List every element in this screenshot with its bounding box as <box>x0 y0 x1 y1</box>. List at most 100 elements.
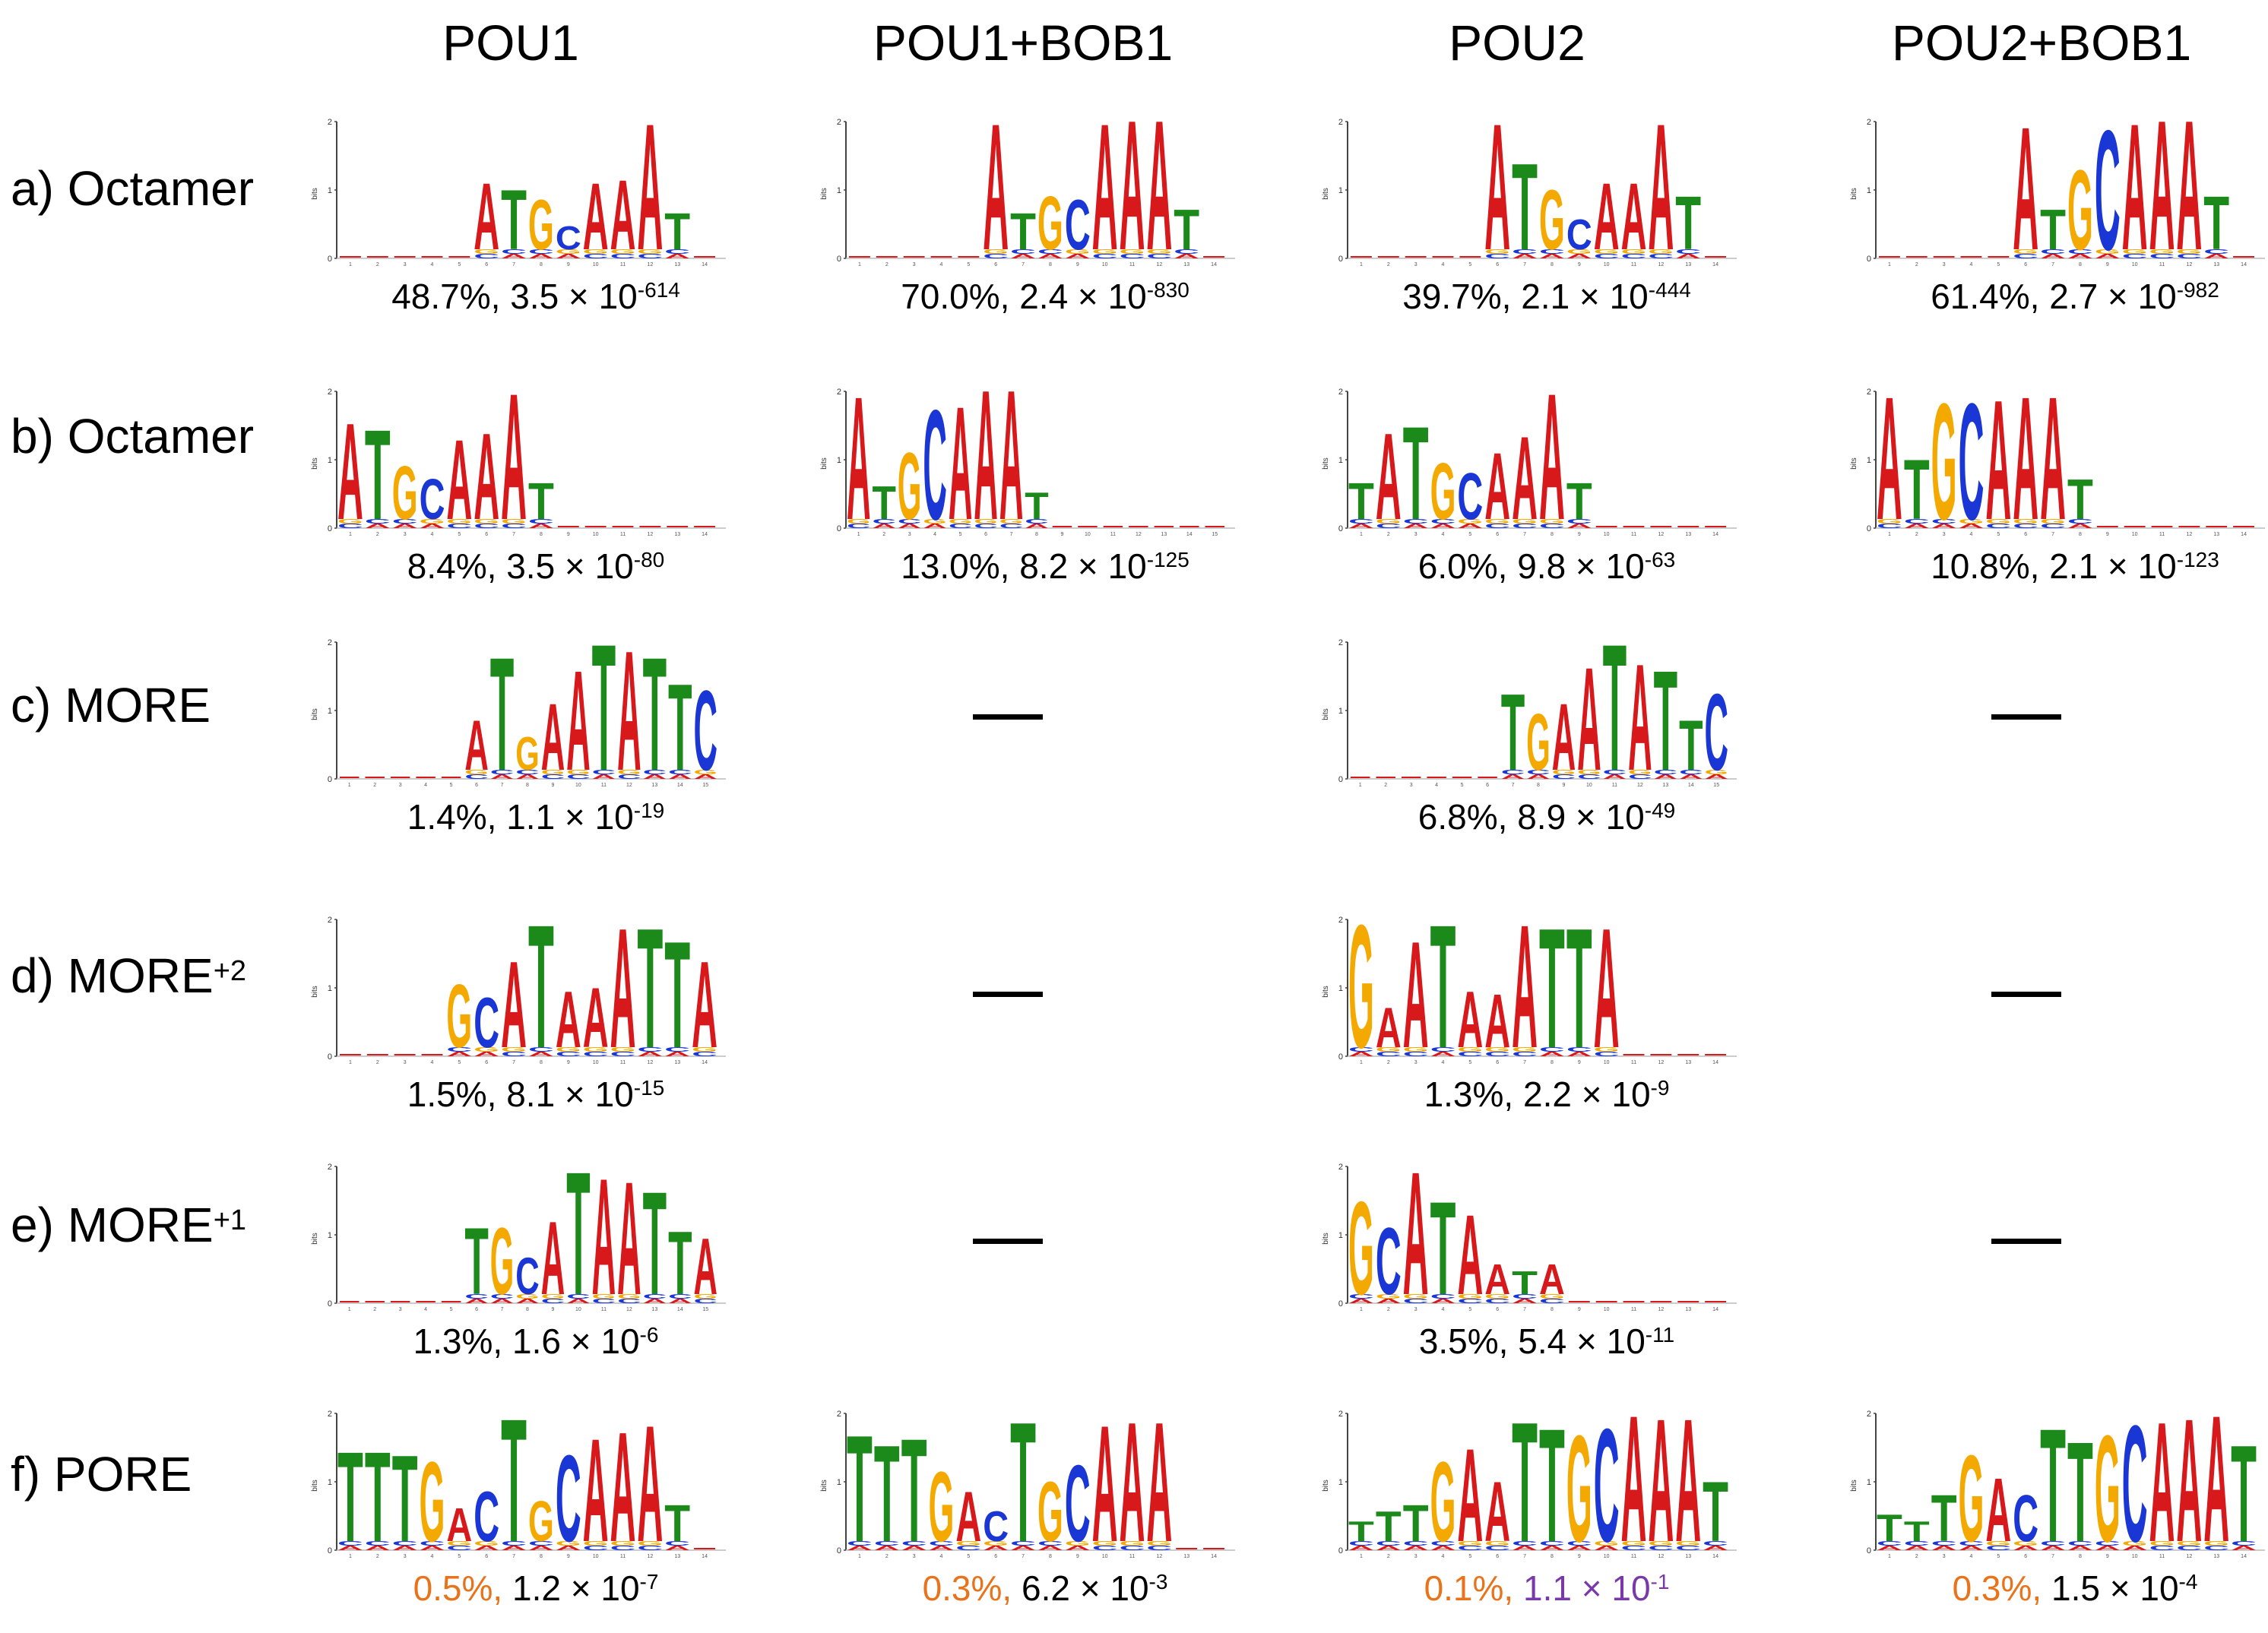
position-tick-label: 7 <box>512 262 515 266</box>
logo-letter-C: C <box>694 668 717 786</box>
logo-letter-minor: C <box>1430 1293 1456 1300</box>
logo-background-residue <box>1205 526 1224 527</box>
logo-letter-minor: G <box>1376 1046 1402 1053</box>
logo-letter-minor: C <box>1403 1298 1429 1305</box>
logo-letter-minor: A <box>874 1545 900 1552</box>
logo-letter-minor: C <box>2095 1540 2121 1547</box>
logo-letter-minor: G <box>1403 1046 1429 1053</box>
position-tick-label: 4 <box>933 532 936 536</box>
position-tick-label: 6 <box>485 532 488 536</box>
logo-letter-T: T <box>2231 1417 2257 1558</box>
logo-letter-minor: C <box>1403 1051 1429 1058</box>
motif-stats: 48.7%, 3.5 × 10-614 <box>277 275 794 318</box>
logo-letter-minor: C <box>501 523 527 530</box>
position-tick-label: 4 <box>1970 532 1973 536</box>
position-tick-label: 6 <box>1496 1060 1499 1064</box>
position-tick-label: 7 <box>1523 1307 1526 1311</box>
logo-letter-A: A <box>501 376 527 536</box>
logo-background-residue <box>1176 1548 1198 1549</box>
absent-motif-dash <box>973 1239 1043 1244</box>
logo-background-residue <box>421 1054 443 1055</box>
logo-letter-minor: C <box>583 253 609 260</box>
logo-letter-minor: C <box>692 1051 717 1058</box>
y-tick-label: 0 <box>1338 524 1343 533</box>
logo-background-residue <box>1180 526 1199 527</box>
motif-pvalue: 3.5 × 10-614 <box>510 277 680 316</box>
logo-letter-minor: A <box>1566 1545 1592 1552</box>
y-tick-label: 1 <box>1338 707 1343 716</box>
logo-background-residue <box>366 256 388 258</box>
position-tick-label: 5 <box>458 262 461 266</box>
logo-letter-minor: G <box>420 518 445 525</box>
logo-letter-minor: A <box>1904 1545 1930 1552</box>
logo-letter-T: T <box>847 1404 873 1558</box>
logo-background-residue <box>1103 526 1123 527</box>
logo-letter-minor: C <box>872 518 895 525</box>
logo-letter-minor: A <box>1430 1298 1456 1305</box>
position-tick-label: 10 <box>1102 262 1108 266</box>
position-tick-label: 2 <box>1915 262 1918 266</box>
logo-letter-minor: G <box>1403 1293 1429 1300</box>
position-tick-label: 11 <box>1631 1307 1636 1311</box>
logo-letter-minor: C <box>664 1540 690 1547</box>
position-tick-label: 4 <box>431 262 434 266</box>
logo-letter-minor: C <box>1025 518 1048 525</box>
logo-letter-A: A <box>1403 910 1429 1064</box>
position-tick-label: 8 <box>540 1554 543 1558</box>
logo-letter-minor: C <box>955 1545 981 1552</box>
logo-letter-minor: C <box>1484 1545 1510 1552</box>
motif-stats: 13.0%, 8.2 × 10-125 <box>787 545 1303 587</box>
logo-letter-minor: C <box>1092 253 1118 260</box>
logo-letter-minor: C <box>1430 1540 1456 1547</box>
position-tick-label: 9 <box>1076 262 1079 266</box>
position-tick-label: 7 <box>501 783 504 786</box>
logo-letter-minor: A <box>1025 523 1048 530</box>
logo-letter-minor: A <box>515 774 539 780</box>
logo-letter-T: T <box>392 1429 418 1558</box>
logo-letter-G: G <box>1430 446 1456 536</box>
logo-letter-A: A <box>474 407 499 536</box>
position-tick-label: 2 <box>1387 1307 1390 1311</box>
position-tick-label: 9 <box>1578 1060 1581 1064</box>
position-tick-label: 9 <box>552 783 555 786</box>
position-tick-label: 8 <box>540 1060 543 1064</box>
logo-letter-minor: A <box>1403 1545 1429 1552</box>
y-axis-label: bits <box>311 708 319 720</box>
logo-letter-minor: C <box>464 774 488 780</box>
position-tick-label: 14 <box>677 1307 683 1311</box>
y-tick-label: 0 <box>1338 1546 1343 1555</box>
motif-percentage: 61.4%, <box>1931 277 2050 316</box>
logo-background-residue <box>849 256 870 258</box>
logo-letter-minor: C <box>1603 769 1627 776</box>
position-tick-label: 2 <box>1387 532 1390 536</box>
position-tick-label: 8 <box>1551 1060 1554 1064</box>
logo-letter-minor: C <box>610 253 636 260</box>
position-tick-label: 7 <box>512 1554 515 1558</box>
logo-letter-A: A <box>583 163 609 266</box>
logo-letter-minor: C <box>664 1046 690 1053</box>
logo-letter-G: G <box>2095 1404 2121 1558</box>
position-tick-label: 7 <box>1022 262 1025 266</box>
y-tick-label: 1 <box>1338 984 1343 993</box>
logo-letter-minor: G <box>923 518 946 525</box>
logo-letter-minor: C <box>847 523 870 530</box>
position-tick-label: 13 <box>651 1307 657 1311</box>
position-tick-label: 4 <box>1435 783 1438 786</box>
position-tick-label: 12 <box>626 1307 632 1311</box>
row-label-a: a) Octamer <box>11 161 255 216</box>
logo-letter-minor: G <box>583 1046 609 1053</box>
logo-letter-minor: C <box>1959 1540 1984 1547</box>
logo-letter-minor: A <box>528 253 554 260</box>
position-tick-label: 9 <box>1578 262 1581 266</box>
logo-letter-T: T <box>1501 672 1525 786</box>
logo-letter-minor: C <box>643 1293 667 1300</box>
position-tick-label: 5 <box>458 1554 461 1558</box>
y-tick-label: 0 <box>837 255 841 264</box>
position-tick-label: 6 <box>475 783 478 786</box>
motif-pvalue: 8.1 × 10-15 <box>506 1074 665 1114</box>
y-axis-label: bits <box>820 188 828 200</box>
logo-letter-minor: C <box>1512 523 1538 530</box>
logo-letter-G: G <box>1959 1429 1984 1558</box>
logo-letter-A: A <box>2176 106 2202 266</box>
